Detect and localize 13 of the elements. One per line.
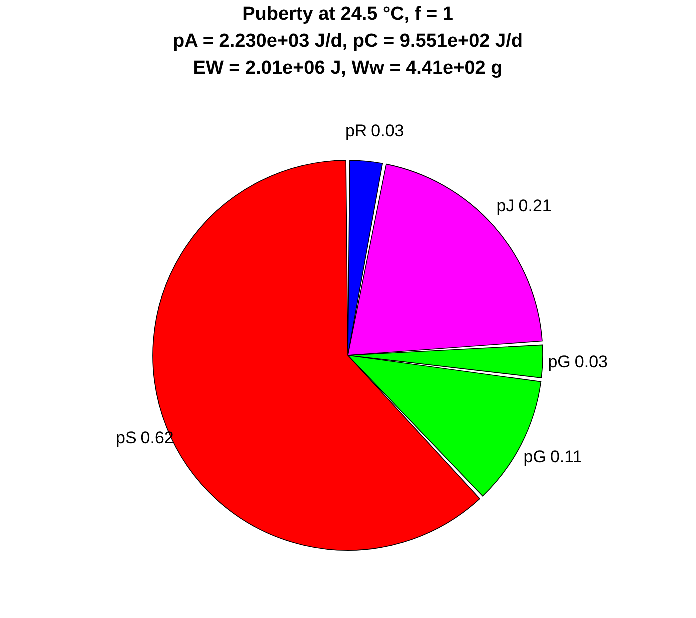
slice-label: pR (345, 122, 368, 140)
text: pA = 2.230e+03 J/d, pC = 9.551e+02 J/d (173, 31, 523, 52)
data-label: 0.03 (371, 122, 404, 140)
text: Puberty at 24.5 °C, f = 1 (242, 4, 454, 25)
slice-label: pJ (496, 196, 515, 216)
data-label: 0.11 (550, 448, 582, 467)
slice-label: pG (524, 448, 546, 467)
data-label: 0.03 (574, 352, 608, 372)
data-label: 0.21 (518, 196, 552, 216)
text: EW = 2.01e+06 J, Ww = 4.41e+02 g (193, 58, 503, 79)
data-label: 0.62 (140, 428, 174, 448)
slice-label: pS (116, 428, 137, 448)
slice-label: pG (548, 352, 571, 372)
